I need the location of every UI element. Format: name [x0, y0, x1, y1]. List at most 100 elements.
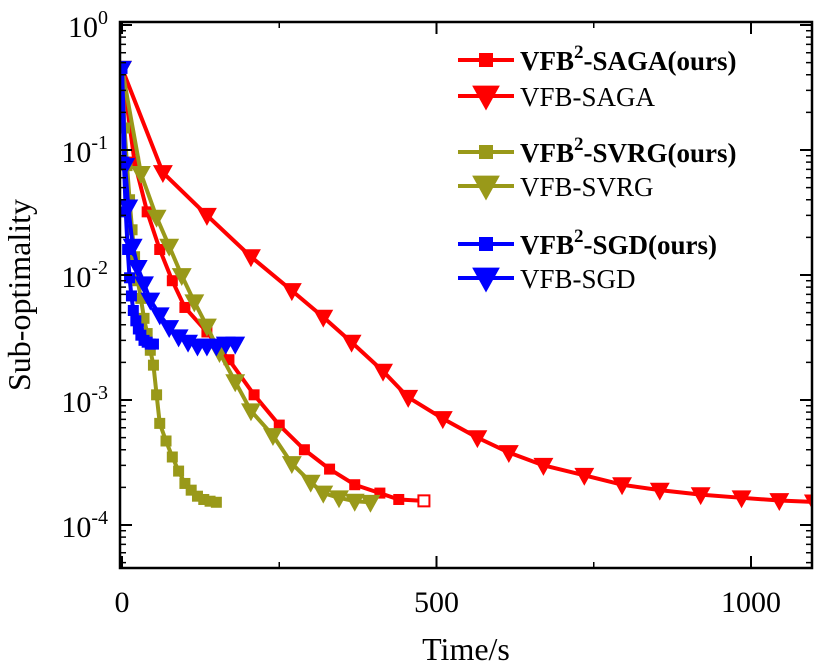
data-point [498, 445, 519, 464]
series-5 [120, 60, 246, 357]
y-axis-title: Sub-optimality [1, 199, 37, 391]
data-point [210, 496, 222, 508]
data-point [240, 249, 261, 268]
data-point [373, 363, 393, 382]
data-point [417, 494, 431, 508]
data-point [159, 238, 180, 257]
data-point [127, 304, 139, 316]
legend-label: VFB-SVRG [520, 172, 654, 202]
y-tick-label: 10-2 [61, 257, 108, 294]
data-point [281, 456, 302, 475]
x-tick-label: 500 [414, 586, 459, 619]
data-point [122, 238, 143, 257]
series-layer [120, 60, 812, 513]
data-point [146, 209, 167, 228]
data-point [171, 268, 192, 287]
data-point [360, 494, 381, 513]
plot-frame [118, 20, 814, 570]
data-point [120, 199, 139, 218]
legend-entry: VFB2-SAGA(ours) [458, 42, 737, 76]
legend-label: VFB-SGD [520, 264, 636, 294]
legend-label: VFB-SAGA [520, 82, 656, 112]
data-point [185, 484, 197, 496]
data-point [690, 487, 711, 506]
data-point [120, 60, 132, 79]
data-point [127, 259, 148, 278]
data-point [263, 428, 283, 446]
y-tick-label: 100 [68, 7, 108, 44]
legend-marker [479, 53, 493, 67]
legend-marker [479, 145, 493, 159]
data-point [134, 276, 154, 295]
legend-entry: VFB-SGD [458, 264, 636, 294]
data-point [166, 275, 178, 287]
y-tick-label: 10-1 [61, 132, 108, 169]
data-point [147, 338, 159, 350]
legend-entry: VFB2-SGD(ours) [458, 226, 717, 260]
legend: VFB2-SAGA(ours) VFB-SAGA VFB2-SVRG(ours) VF… [458, 42, 737, 294]
x-tick-label: 1000 [721, 586, 781, 619]
data-point [149, 307, 170, 326]
data-point [612, 477, 633, 496]
data-point [349, 479, 361, 491]
legend-entry: VFB2-SVRG(ours) [458, 134, 737, 168]
data-point [329, 490, 349, 509]
data-point [574, 467, 595, 486]
data-point [300, 474, 321, 493]
data-point [160, 435, 172, 447]
data-point [154, 417, 166, 429]
data-point [341, 334, 362, 353]
x-tick-label: 0 [115, 586, 130, 619]
data-point [125, 290, 137, 302]
series-3 [120, 60, 381, 513]
data-point [324, 463, 336, 475]
legend-label: VFB2-SVRG(ours) [520, 134, 737, 168]
data-point [649, 482, 670, 501]
data-point [313, 485, 334, 504]
legend-marker [472, 175, 500, 201]
data-point [225, 374, 246, 393]
data-point [159, 320, 180, 339]
series-line [120, 67, 812, 504]
data-point [344, 493, 365, 512]
data-point [467, 430, 488, 449]
legend-marker [472, 85, 500, 111]
data-point [179, 301, 191, 313]
data-point [151, 389, 163, 401]
data-point [173, 465, 185, 477]
data-point [130, 165, 151, 184]
data-point [281, 283, 302, 302]
axes-layer: 0 500 1000 100 10-1 10-2 10-3 10-4 [61, 7, 814, 619]
data-point [154, 243, 166, 255]
legend-entry: VFB-SVRG [458, 172, 654, 202]
legend-marker [472, 267, 500, 293]
data-point [140, 292, 161, 311]
data-point [374, 487, 386, 499]
series-1 [120, 60, 812, 511]
data-point [179, 477, 191, 489]
data-point [769, 493, 790, 511]
legend-marker [479, 237, 493, 251]
x-axis-title: Time/s [422, 631, 510, 667]
data-point [731, 490, 752, 509]
data-point [533, 457, 554, 476]
data-point [298, 444, 310, 456]
data-point [248, 389, 260, 401]
data-point [147, 359, 159, 371]
data-point [398, 389, 419, 408]
data-point [803, 494, 812, 509]
data-point [196, 318, 217, 337]
data-point [184, 294, 205, 313]
data-point [152, 165, 173, 184]
data-point [240, 403, 261, 422]
data-point [124, 272, 136, 284]
data-point [432, 411, 453, 430]
legend-label: VFB2-SAGA(ours) [520, 42, 737, 76]
y-tick-label: 10-4 [61, 507, 108, 544]
series-line [120, 67, 371, 505]
data-point [225, 336, 246, 355]
data-point [196, 207, 217, 226]
y-tick-label: 10-3 [61, 382, 108, 419]
data-point [313, 309, 334, 328]
